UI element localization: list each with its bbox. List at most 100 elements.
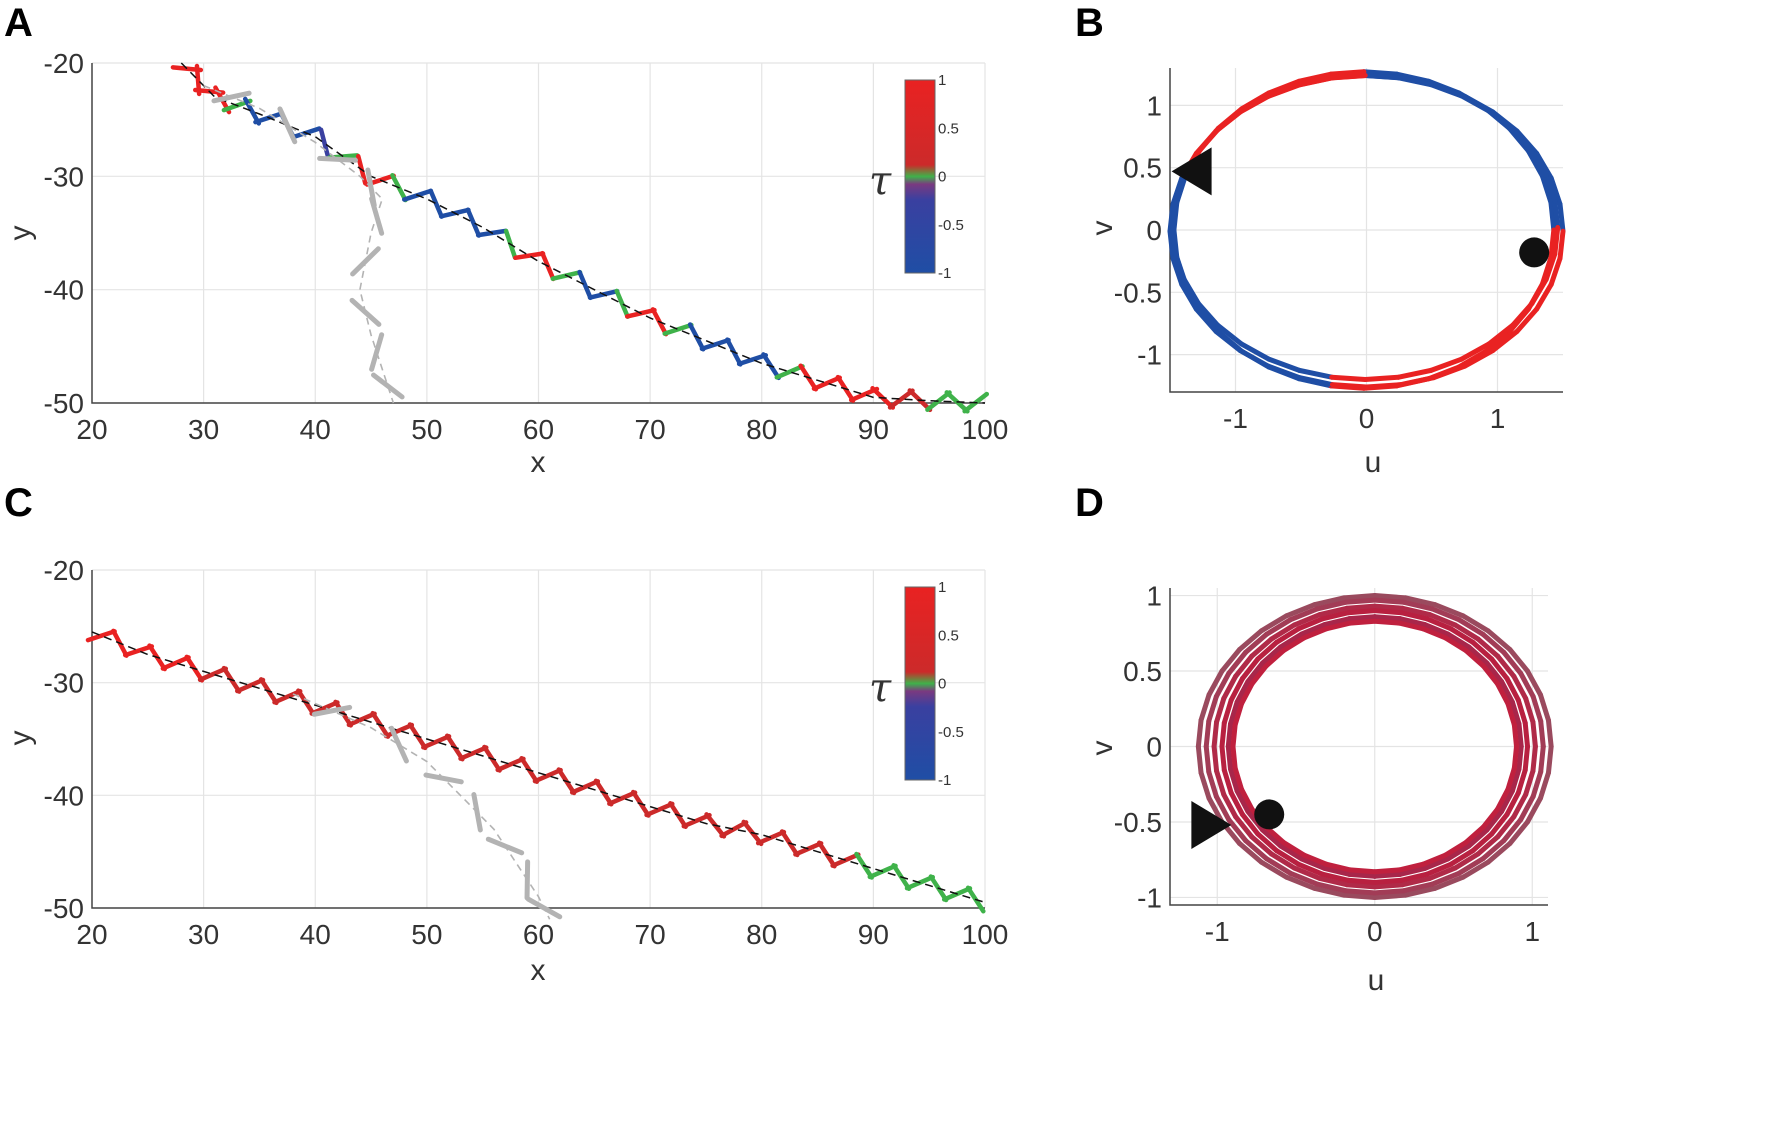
- phase-loop-segment: [1516, 721, 1524, 749]
- phase-loop-segment: [1213, 794, 1232, 823]
- panel-letter-d: D: [1075, 481, 1104, 525]
- trajectory-chart-a: 20 30 40 50 60 70 80 90 100 -20 -30 -40 -50 1 0.5 0 -0.5…: [44, 48, 1009, 445]
- phase-loop-segment: [1296, 75, 1335, 88]
- phase-portrait-chart-d: -1 0 1 1 0.5 0 -0.5 -1: [1114, 581, 1554, 947]
- phase-loop-segment: [1548, 255, 1563, 288]
- phase-loop-segment: [1211, 719, 1220, 749]
- phase-loop-segment: [1214, 695, 1227, 725]
- phase-loop-segment: [1329, 382, 1369, 390]
- phase-loop-segment: [1211, 744, 1220, 774]
- phase-loop-segment: [1470, 831, 1495, 854]
- phase-loop-segment: [1206, 668, 1225, 698]
- phase-loop-segment: [1372, 877, 1404, 885]
- phase-loop-segment: [1238, 341, 1272, 362]
- phase-loop-segment: [1480, 663, 1501, 687]
- panel-letter-c: C: [4, 481, 33, 525]
- phase-loop-segment: [1238, 93, 1272, 114]
- phase-loop-segment: [1341, 892, 1378, 900]
- phase-loop-segment: [1362, 72, 1402, 81]
- phase-loop-segment: [1525, 668, 1544, 698]
- phase-loop-segment: [1284, 874, 1317, 891]
- phase-loop-segment: [1552, 198, 1561, 231]
- phase-loop-segment: [1486, 108, 1516, 133]
- x-axis-label-a: x: [531, 446, 546, 479]
- phase-loop-segment: [1287, 606, 1320, 623]
- phase-loop-segment: [1221, 792, 1239, 820]
- x-tick-label-a: 20: [76, 414, 107, 445]
- phase-loop-segment: [1427, 865, 1458, 881]
- phase-loop-segment: [1232, 701, 1245, 728]
- phase-loop-segment: [1291, 612, 1323, 628]
- phase-loop-segment: [1394, 71, 1432, 84]
- phase-loop-segment: [1372, 892, 1408, 900]
- swimmer-body-segment: [383, 722, 415, 739]
- phase-loop-segment: [1237, 841, 1264, 865]
- axes-b: [1169, 68, 1563, 393]
- phase-loop-segment: [1485, 628, 1513, 652]
- phase-loop-segment: [1278, 631, 1305, 650]
- phase-loop-segment: [1249, 636, 1274, 659]
- swimmer-body-segment: [811, 375, 842, 391]
- colorbar-tick-a: -0.5: [938, 217, 964, 234]
- phase-loop-segment: [1525, 795, 1544, 825]
- phase-loop-segment: [1281, 839, 1307, 858]
- phase-loop-segment: [1397, 616, 1428, 628]
- swimmer-body-segment: [421, 734, 452, 750]
- phase-loop-segment: [1504, 676, 1521, 703]
- phase-loop-segment: [1299, 856, 1328, 871]
- phase-loop-segment: [1445, 843, 1472, 862]
- swimmer-body-segment: [719, 820, 749, 839]
- phase-loop-segment: [1398, 375, 1437, 388]
- phase-loop-segment: [1475, 834, 1501, 857]
- phase-loop-segment: [1530, 744, 1538, 774]
- swimmer-body-segment: [160, 655, 191, 671]
- phase-loop-segment: [1486, 322, 1516, 347]
- phase-loop-segment: [1296, 367, 1335, 380]
- swimmer-body-segment: [272, 688, 303, 705]
- phase-loop-segment: [1530, 769, 1544, 800]
- phase-loop-segment: [1266, 82, 1302, 99]
- phase-loop-segment: [1495, 814, 1517, 840]
- phase-loop-segment: [1480, 838, 1507, 862]
- phase-loop-segment: [1347, 618, 1378, 626]
- phase-loop-segment: [1322, 616, 1352, 628]
- phase-loop-segment: [1400, 605, 1433, 618]
- phase-loop-segment: [1317, 605, 1350, 618]
- x-tick-label-d: 0: [1367, 916, 1383, 947]
- phase-loop-segment: [1296, 71, 1334, 84]
- phase-loop-segment: [1295, 616, 1325, 632]
- swimmer-body-segment: [197, 666, 229, 682]
- x-axis-label-c: x: [531, 954, 546, 987]
- phase-loop-segment: [1181, 277, 1201, 307]
- phase-loop-segment: [1233, 814, 1255, 840]
- x-tick-label-a: 60: [523, 414, 554, 445]
- phase-loop-segment: [1265, 363, 1302, 381]
- phase-loop-segment: [1548, 175, 1563, 207]
- phase-loop-segment: [1398, 871, 1430, 883]
- y-axis-label-c: y: [4, 731, 37, 746]
- colorbar-tick-a: -1: [938, 265, 951, 282]
- phase-loop-segment: [1167, 228, 1176, 261]
- phase-loop-segment: [1445, 631, 1472, 650]
- swimmer-body-segment: [465, 207, 482, 238]
- phase-loop-segment: [1215, 108, 1244, 133]
- phase-loop-segment: [1499, 788, 1515, 814]
- phase-loop-segment: [1511, 673, 1529, 701]
- phase-loop-segment: [1268, 851, 1297, 871]
- swimmer-body-segment: [887, 388, 915, 410]
- phase-loop-segment: [1322, 865, 1352, 877]
- phase-loop-segment: [1545, 717, 1554, 749]
- phase-loop-segment: [1263, 648, 1287, 669]
- phase-loop-segment: [1346, 871, 1378, 879]
- phase-loop-segment: [1462, 348, 1496, 369]
- colorbar-tick-c: 0: [938, 676, 946, 693]
- phase-loop-segment: [1507, 819, 1531, 847]
- phase-loop-segment: [1420, 852, 1449, 867]
- phase-loop-segment: [1213, 670, 1232, 699]
- phase-loop-segment: [1518, 670, 1536, 699]
- phase-loop-segment: [1396, 861, 1426, 873]
- phase-loop-segment: [1179, 282, 1199, 312]
- phase-loop-segment: [1557, 228, 1566, 261]
- axes-d: [1169, 588, 1548, 906]
- phase-loop-segment: [1234, 679, 1251, 705]
